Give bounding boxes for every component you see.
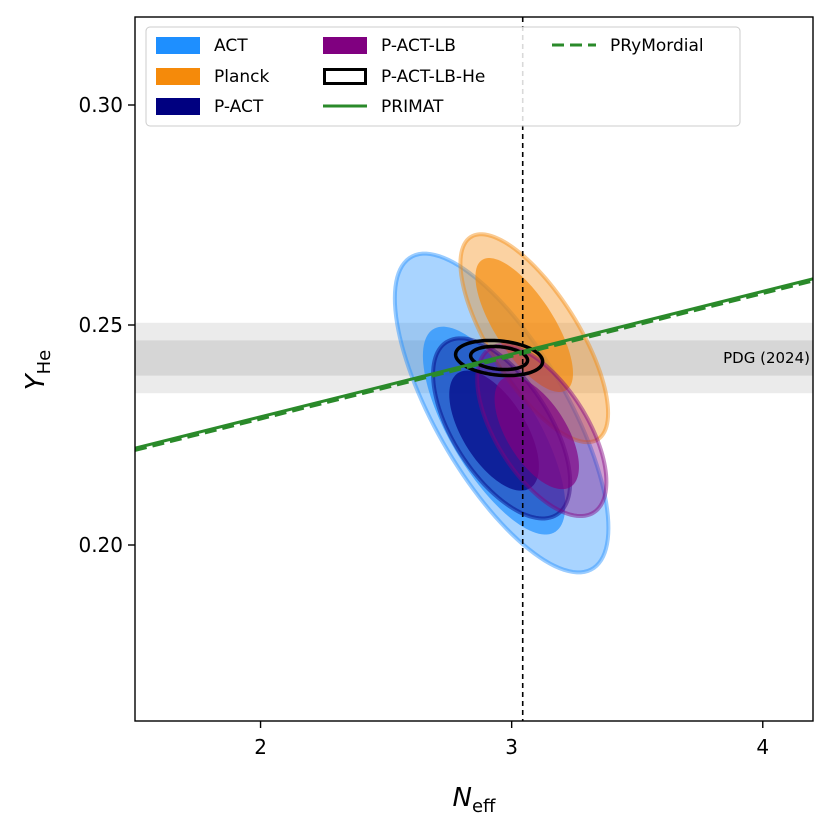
line-primat	[135, 277, 813, 450]
legend-label: PRyMordial	[610, 36, 704, 56]
legend-item-planck: Planck	[156, 67, 270, 87]
legend-label: P-ACT-LB-He	[381, 67, 485, 87]
legend-item-p-act-lb-he: P-ACT-LB-He	[323, 67, 485, 87]
legend-label: P-ACT-LB	[381, 36, 456, 56]
contour-p-act-inner	[449, 370, 539, 491]
x-axis: 2 3 4	[254, 721, 769, 759]
legend-item-p-act-lb: P-ACT-LB	[323, 36, 456, 56]
line-prymordial	[135, 279, 813, 452]
legend-label: PRIMAT	[381, 97, 444, 117]
legend-swatch	[156, 98, 200, 115]
y-axis-title-sub: He	[34, 350, 55, 375]
y-axis-title-main: Y	[21, 372, 51, 390]
legend-box	[145, 26, 741, 127]
legend-label: Planck	[214, 67, 270, 87]
legend-swatch	[323, 68, 367, 85]
contours-layer	[392, 232, 611, 575]
contour-p-act-lb-he-inner	[468, 344, 530, 372]
x-tick-label: 3	[505, 735, 518, 759]
y-tick-label: 0.25	[78, 313, 123, 337]
contour-p-act-lb	[475, 343, 609, 519]
pdg-band-label: PDG (2024)	[723, 349, 810, 367]
legend-item-prymordial: PRyMordial	[552, 36, 704, 56]
legend-label: P-ACT	[214, 97, 264, 117]
legend-item-primat: PRIMAT	[323, 97, 444, 117]
legend-item-act: ACT	[156, 36, 248, 56]
contour-planck-inner	[475, 258, 573, 392]
plot-area: PDG (2024)	[135, 17, 813, 721]
legend-item-p-act: P-ACT	[156, 97, 264, 117]
x-axis-title-main: N	[453, 783, 472, 813]
bbn-lines-layer	[135, 277, 813, 452]
y-tick-label: 0.20	[78, 533, 123, 557]
legend-swatch	[156, 68, 200, 85]
legend-swatch	[156, 37, 200, 54]
x-tick-label: 4	[756, 735, 769, 759]
y-axis-title: YHe	[21, 350, 55, 391]
x-axis-title: Neff	[453, 783, 497, 817]
x-axis-title-sub: eff	[472, 796, 496, 817]
contour-p-act-lb-he-outer	[453, 338, 545, 378]
x-tick-label: 2	[254, 735, 267, 759]
contour-p-act-lb-inner	[494, 376, 579, 490]
legend-label: ACT	[214, 36, 248, 56]
y-tick-label: 0.30	[78, 93, 123, 117]
y-axis: 0.20 0.25 0.30	[78, 93, 135, 557]
legend: ACT Planck P-ACT P-ACT-LB P-ACT-LB-He PRIMAT P…	[145, 26, 741, 127]
plot-frame	[134, 16, 814, 722]
legend-swatch	[323, 37, 367, 54]
contour-p-act-lb-he	[453, 338, 545, 378]
